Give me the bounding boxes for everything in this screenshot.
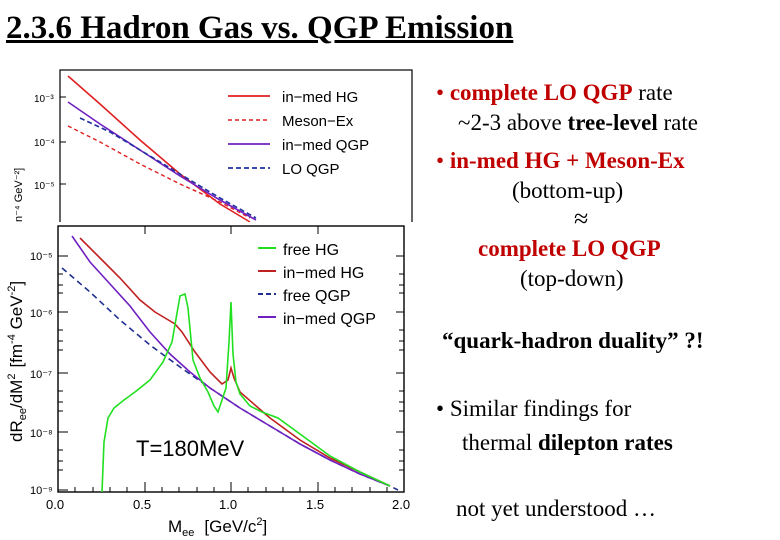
- bullet-list: • complete LO QGP rate ~2-3 above tree-l…: [420, 70, 778, 540]
- bullet-1-highlight: complete LO QGP: [449, 80, 633, 105]
- x-label-units-sup: 2: [256, 516, 262, 528]
- bullet-2-line-3: complete LO QGP: [478, 236, 661, 261]
- top-y-tick-label: 10⁻⁴: [34, 138, 55, 149]
- main-x-tick-label: 2.0: [392, 497, 410, 512]
- main-x-ticks: [57, 226, 405, 492]
- bullet-3-line-2-a: thermal: [462, 430, 538, 455]
- x-label-main: M: [168, 517, 182, 536]
- top-y-tick-label: 10⁻³: [34, 94, 54, 105]
- top-curve-in-med-qgp: [67, 101, 257, 221]
- bullet-3-text: Similar findings for: [449, 396, 632, 421]
- top-panel: 10⁻³ 10⁻⁴ 10⁻⁵ n⁻⁴ GeV⁻²] in−med HG Meso…: [4, 66, 416, 236]
- main-x-tick-label: 1.0: [219, 497, 237, 512]
- bullet-3: • Similar findings for: [436, 396, 631, 422]
- bullet-3-line-2: thermal dilepton rates: [462, 430, 673, 456]
- bullet-marker: •: [436, 80, 445, 105]
- top-curve-meson-ex: [67, 125, 251, 219]
- top-legend-label: in−med HG: [282, 89, 358, 106]
- approx-symbol: ≈: [574, 204, 589, 233]
- main-y-ticks: [58, 255, 404, 491]
- main-y-tick-label: 10⁻⁹: [30, 485, 53, 497]
- x-label-close: ]: [263, 517, 268, 536]
- bullet-marker: •: [436, 148, 445, 173]
- top-legend-label: LO QGP: [282, 161, 340, 178]
- y-label-sub: ee: [17, 408, 29, 420]
- bullet-2-highlight: in-med HG + Meson-Ex: [449, 148, 685, 173]
- main-panel: 10⁻⁵ 10⁻⁶ 10⁻⁷ 10⁻⁸ 10⁻⁹ 0.0 0.5 1.0 1.5…: [0, 222, 418, 540]
- bullet-marker: •: [436, 396, 445, 421]
- bullet-1-line-2-a: ~2-3 above: [458, 110, 568, 135]
- top-curve-lo-qgp: [79, 117, 257, 219]
- curve-in-med-qgp: [71, 235, 391, 487]
- y-label-close: ]: [7, 281, 26, 286]
- y-label-units-sup: -4: [6, 334, 18, 344]
- bullet-1-line-2: ~2-3 above tree-level rate: [458, 110, 698, 136]
- main-x-axis-label: Mee [GeV/c2]: [168, 516, 267, 539]
- curve-in-med-hg: [79, 237, 391, 487]
- top-y-axis-label: n⁻⁴ GeV⁻²]: [13, 168, 25, 222]
- rate-comparison-figure: 10⁻³ 10⁻⁴ 10⁻⁵ n⁻⁴ GeV⁻²] in−med HG Meso…: [0, 62, 420, 540]
- main-y-tick-label: 10⁻⁵: [30, 251, 53, 263]
- curve-free-hg: [101, 292, 391, 493]
- bullet-1-line-2-c: rate: [657, 110, 698, 135]
- bullet-1: • complete LO QGP rate: [436, 80, 673, 106]
- y-label-units-rest: GeV: [7, 295, 26, 334]
- y-label-units-sup2: -2: [6, 286, 18, 296]
- main-legend-label: in−med HG: [283, 265, 364, 282]
- top-panel-background: [4, 66, 416, 236]
- svg-text:dRee/dM2[fm-4 GeV-2]: dRee/dM2 [fm-4 GeV-2]: [6, 281, 29, 442]
- y-label-rest: /dM: [7, 380, 26, 408]
- y-label-sup: 2: [6, 374, 18, 380]
- main-legend-label: free QGP: [283, 288, 351, 305]
- bullet-2-line-4: (top-down): [520, 266, 624, 291]
- bullet-1-line-2-bold: tree-level: [567, 110, 658, 135]
- main-legend-label: in−med QGP: [283, 311, 376, 328]
- footer-note: not yet understood …: [456, 496, 656, 521]
- bullet-2-line-2: (bottom-up): [512, 178, 624, 203]
- bullet-3-line-2-bold: dilepton rates: [538, 430, 673, 455]
- top-legend-label: in−med QGP: [282, 137, 369, 154]
- main-y-tick-label: 10⁻⁸: [30, 428, 53, 440]
- main-x-tick-label: 0.0: [46, 497, 64, 512]
- duality-quote: “quark-hadron duality” ?!: [442, 328, 704, 353]
- top-curve-in-med-hg: [67, 75, 251, 223]
- temperature-annotation: T=180MeV: [136, 436, 245, 461]
- main-y-axis-label: dRee/dM2 [fm-4 GeV-2]: [6, 281, 29, 442]
- slide-title: 2.3.6 Hadron Gas vs. QGP Emission: [6, 10, 514, 46]
- main-y-tick-label: 10⁻⁷: [30, 369, 52, 381]
- main-y-tick-label: 10⁻⁶: [30, 308, 53, 320]
- bullet-1-text: rate: [632, 80, 673, 105]
- x-label-units: [GeV/c: [204, 517, 256, 536]
- x-label-sub: ee: [182, 527, 194, 539]
- top-legend-label: Meson−Ex: [282, 113, 354, 130]
- y-label-units: [fm: [7, 344, 26, 368]
- main-legend-label: free HG: [283, 242, 339, 259]
- bullet-2: • in-med HG + Meson-Ex: [436, 148, 685, 174]
- main-x-tick-label: 0.5: [133, 497, 151, 512]
- y-label-main: dR: [7, 420, 26, 442]
- top-y-tick-label: 10⁻⁵: [34, 181, 55, 192]
- main-x-tick-label: 1.5: [306, 497, 324, 512]
